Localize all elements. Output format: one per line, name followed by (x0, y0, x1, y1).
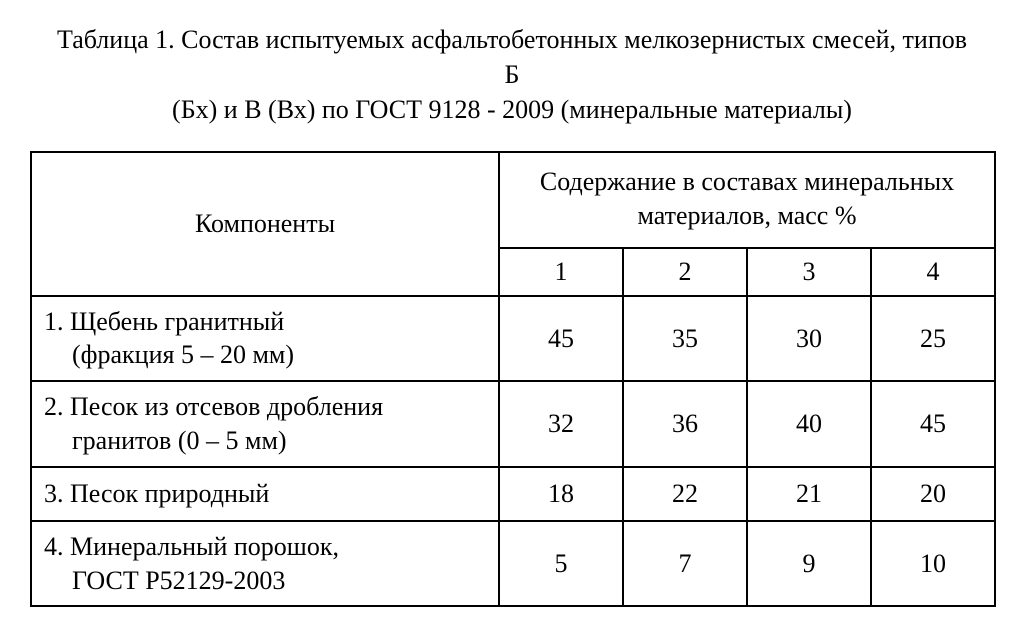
table-head: Компоненты Содержание в составах минерал… (31, 152, 995, 295)
cell-value: 7 (623, 521, 747, 607)
row-label: 2. Песок из отсевов дробления гранитов (… (31, 381, 499, 467)
row-label-line2: (фракция 5 – 20 мм) (44, 338, 488, 372)
table-row: 2. Песок из отсевов дробления гранитов (… (31, 381, 995, 467)
row-label-line2: ГОСТ Р52129-2003 (44, 564, 488, 598)
cell-value: 20 (871, 467, 995, 521)
table-row: 3. Песок природный 18 22 21 20 (31, 467, 995, 521)
row-label-line1: 3. Песок природный (44, 479, 269, 508)
cell-value: 45 (871, 381, 995, 467)
row-label-line1: 4. Минеральный порошок, (44, 532, 339, 561)
header-content-line2: материалов, масс % (637, 201, 856, 230)
document-page: Таблица 1. Состав испытуемых асфальтобет… (0, 0, 1024, 627)
cell-value: 40 (747, 381, 871, 467)
composition-table: Компоненты Содержание в составах минерал… (30, 151, 996, 607)
table-caption: Таблица 1. Состав испытуемых асфальтобет… (52, 22, 972, 127)
cell-value: 30 (747, 296, 871, 382)
table-row: 1. Щебень гранитный (фракция 5 – 20 мм) … (31, 296, 995, 382)
caption-line-1: Таблица 1. Состав испытуемых асфальтобет… (57, 25, 967, 89)
header-row-1: Компоненты Содержание в составах минерал… (31, 152, 995, 248)
header-content-group: Содержание в составах минеральных матери… (499, 152, 995, 248)
table-body: 1. Щебень гранитный (фракция 5 – 20 мм) … (31, 296, 995, 607)
header-col-3: 3 (747, 248, 871, 296)
header-col-2: 2 (623, 248, 747, 296)
row-label-line2: гранитов (0 – 5 мм) (44, 424, 488, 458)
header-col-4: 4 (871, 248, 995, 296)
header-content-line1: Содержание в составах минеральных (540, 167, 954, 196)
caption-line-2: (Бх) и В (Вх) по ГОСТ 9128 - 2009 (минер… (172, 95, 852, 124)
header-components: Компоненты (31, 152, 499, 295)
cell-value: 36 (623, 381, 747, 467)
row-label: 4. Минеральный порошок, ГОСТ Р52129-2003 (31, 521, 499, 607)
cell-value: 18 (499, 467, 623, 521)
cell-value: 10 (871, 521, 995, 607)
cell-value: 35 (623, 296, 747, 382)
cell-value: 45 (499, 296, 623, 382)
cell-value: 5 (499, 521, 623, 607)
cell-value: 25 (871, 296, 995, 382)
cell-value: 9 (747, 521, 871, 607)
cell-value: 21 (747, 467, 871, 521)
table-row: 4. Минеральный порошок, ГОСТ Р52129-2003… (31, 521, 995, 607)
row-label-line1: 1. Щебень гранитный (44, 307, 284, 336)
row-label: 1. Щебень гранитный (фракция 5 – 20 мм) (31, 296, 499, 382)
cell-value: 22 (623, 467, 747, 521)
cell-value: 32 (499, 381, 623, 467)
row-label-line1: 2. Песок из отсевов дробления (44, 392, 383, 421)
header-col-1: 1 (499, 248, 623, 296)
row-label: 3. Песок природный (31, 467, 499, 521)
